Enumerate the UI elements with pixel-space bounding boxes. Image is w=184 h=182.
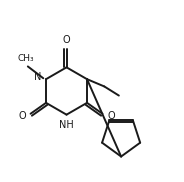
Text: O: O xyxy=(63,35,70,45)
Text: NH: NH xyxy=(59,120,74,130)
Text: O: O xyxy=(18,112,26,121)
Text: O: O xyxy=(107,112,115,121)
Text: N: N xyxy=(34,72,41,82)
Text: CH₃: CH₃ xyxy=(18,54,34,63)
